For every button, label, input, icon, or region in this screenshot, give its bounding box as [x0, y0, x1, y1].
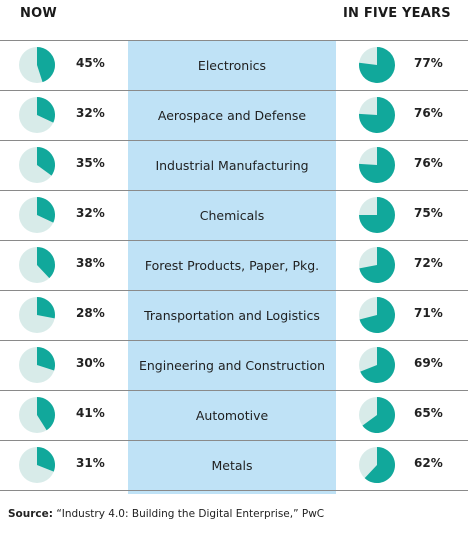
industry-label: Industrial Manufacturing	[155, 157, 309, 173]
industry-row: 32% Aerospace and Defense 76%	[0, 90, 468, 140]
pie-now-slice	[37, 97, 56, 123]
pie-five-years	[358, 47, 395, 83]
row-divider	[0, 240, 468, 241]
pie-now	[19, 147, 55, 183]
five-years-percent-label: 75%	[414, 206, 443, 220]
pie-now	[19, 247, 55, 283]
pie-now-slice	[37, 247, 55, 279]
five-years-percent-label: 76%	[414, 156, 443, 170]
pie-five-years	[359, 197, 395, 233]
five-years-percent-label: 76%	[414, 106, 443, 120]
now-percent-label: 31%	[76, 456, 105, 470]
pie-now-slice	[37, 197, 56, 223]
industry-row: 35% Industrial Manufacturing 76%	[0, 140, 468, 190]
row-divider	[0, 290, 468, 291]
row-divider	[0, 40, 468, 41]
pie-five-years-slice	[364, 447, 396, 483]
industry-label: Transportation and Logistics	[144, 307, 320, 323]
pie-five-years	[359, 397, 396, 433]
industry-row: 30% Engineering and Construction 69%	[0, 340, 468, 390]
chart-rows: 45% Electronics 77% 32% Aerospace and Defens…	[0, 40, 468, 494]
row-divider	[0, 140, 468, 141]
industry-row: 45% Electronics 77%	[0, 40, 468, 90]
row-divider	[0, 440, 468, 441]
header-now: NOW	[20, 6, 57, 21]
pie-now-slice	[37, 297, 55, 319]
pie-five-years-slice	[359, 247, 396, 283]
industry-row: 28% Transportation and Logistics 71%	[0, 290, 468, 340]
pie-five-years-slice	[359, 147, 396, 183]
source-text: “Industry 4.0: Building the Digital Ente…	[52, 508, 325, 520]
pie-five-years	[359, 297, 396, 333]
pie-five-years-slice	[359, 297, 396, 333]
industry-label: Engineering and Construction	[138, 357, 326, 373]
now-percent-label: 30%	[76, 356, 105, 370]
now-percent-label: 32%	[76, 206, 105, 220]
industry-label: Automotive	[195, 407, 269, 423]
now-percent-label: 38%	[76, 256, 105, 270]
industry-row: 41% Automotive 65%	[0, 390, 468, 440]
industry-label: Forest Products, Paper, Pkg.	[144, 257, 320, 273]
pie-now	[19, 297, 55, 333]
pie-five-years-slice	[359, 197, 395, 233]
industry-row: 38% Forest Products, Paper, Pkg. 72%	[0, 240, 468, 290]
industry-label: Chemicals	[199, 207, 265, 223]
pie-five-years-slice	[358, 47, 395, 83]
pie-now-slice	[37, 347, 56, 371]
row-divider	[0, 490, 468, 491]
pie-five-years	[359, 447, 396, 483]
row-divider	[0, 90, 468, 91]
five-years-percent-label: 72%	[414, 256, 443, 270]
industry-label: Aerospace and Defense	[157, 107, 307, 123]
five-years-percent-label: 65%	[414, 406, 443, 420]
pie-now	[19, 97, 56, 133]
pie-now-slice	[37, 147, 55, 176]
now-percent-label: 41%	[76, 406, 105, 420]
five-years-percent-label: 77%	[414, 56, 443, 70]
header-in-five-years: IN FIVE YEARS	[343, 6, 451, 21]
pie-five-years	[359, 247, 396, 283]
pie-now	[19, 197, 56, 233]
pie-five-years-slice	[362, 397, 396, 433]
industry-row: 31% Metals 62%	[0, 440, 468, 490]
pie-now	[19, 397, 55, 433]
industry-label: Metals	[211, 457, 253, 473]
five-years-percent-label: 69%	[414, 356, 443, 370]
source-label: Source:	[8, 508, 53, 520]
row-divider	[0, 390, 468, 391]
pie-five-years	[359, 147, 396, 183]
pie-now-slice	[37, 47, 56, 83]
industry-band	[128, 40, 336, 494]
pie-five-years	[359, 97, 396, 133]
industry-row: 32% Chemicals 75%	[0, 190, 468, 240]
row-divider	[0, 190, 468, 191]
industry-label: Electronics	[197, 57, 267, 73]
pie-now	[19, 347, 56, 383]
now-percent-label: 45%	[76, 56, 105, 70]
pie-now	[19, 47, 56, 83]
pie-now	[19, 447, 56, 483]
pie-now-slice	[37, 397, 55, 431]
pie-now-slice	[37, 447, 56, 472]
now-percent-label: 32%	[76, 106, 105, 120]
pie-five-years-slice	[360, 347, 395, 383]
five-years-percent-label: 71%	[414, 306, 443, 320]
source-note: Source: “Industry 4.0: Building the Digi…	[8, 508, 324, 520]
pie-five-years	[359, 347, 395, 383]
now-percent-label: 28%	[76, 306, 105, 320]
pie-five-years-slice	[359, 97, 396, 133]
row-divider	[0, 340, 468, 341]
five-years-percent-label: 62%	[414, 456, 443, 470]
now-percent-label: 35%	[76, 156, 105, 170]
